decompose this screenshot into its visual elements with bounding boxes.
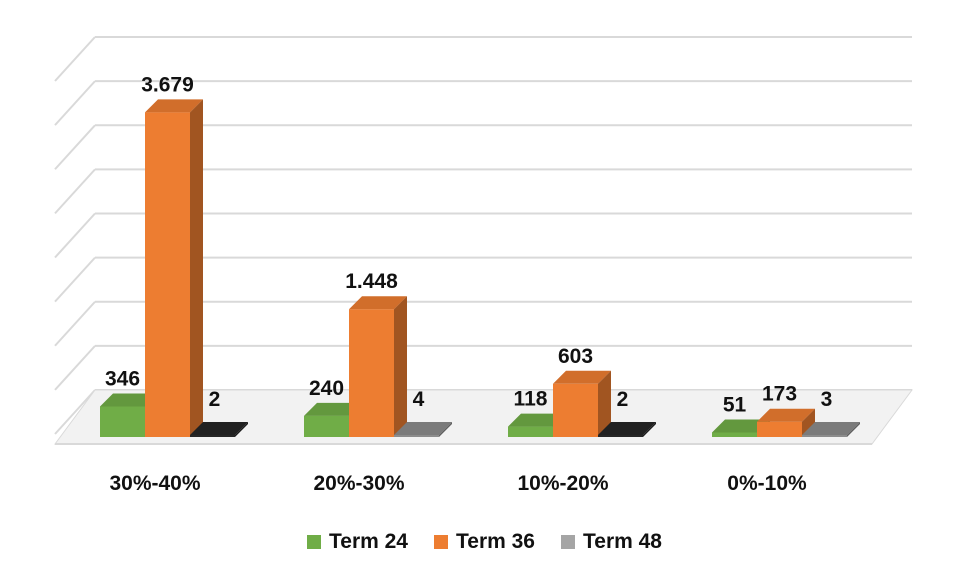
legend-item-term-24: Term 24 (307, 530, 408, 554)
data-label: 1.448 (345, 270, 398, 293)
category-label: 20%-30% (313, 472, 404, 495)
legend-label-term-36: Term 36 (456, 530, 535, 553)
gridline-side (54, 345, 96, 391)
category-label: 30%-40% (109, 472, 200, 495)
gridline-side (54, 256, 96, 303)
chart-floor (54, 389, 913, 445)
data-label: 240 (309, 377, 344, 400)
data-label: 3 (821, 388, 833, 411)
bar-term-48-3 (802, 422, 860, 437)
legend-swatch-term-36 (434, 535, 448, 549)
gridline-side (54, 301, 96, 347)
bar-term-48-2 (598, 422, 656, 437)
gridline-side (54, 168, 96, 215)
data-label: 2 (209, 388, 221, 411)
legend-label-term-24: Term 24 (329, 530, 408, 553)
bar-term-36-2 (553, 370, 611, 437)
data-labels: 346 3.679 2 240 1.448 4 118 603 2 51 173 3 (105, 73, 832, 416)
gridline-side (54, 80, 96, 126)
gridline-side (54, 212, 96, 259)
bar-term-48-1 (394, 422, 452, 437)
data-label: 346 (105, 367, 140, 390)
category-label: 10%-20% (517, 472, 608, 495)
gridline-side (54, 389, 96, 435)
data-label: 51 (723, 393, 747, 416)
bar-term-36-0 (145, 99, 203, 437)
legend: Term 24 Term 36 Term 48 (0, 530, 969, 554)
gridlines (54, 36, 912, 435)
data-label: 118 (514, 388, 548, 411)
gridline-side (54, 36, 96, 82)
bar-term-48-0 (190, 422, 248, 437)
legend-swatch-term-48 (561, 535, 575, 549)
bars (100, 99, 860, 437)
data-label: 603 (558, 345, 593, 368)
data-label: 3.679 (141, 73, 194, 96)
bar-term-36-1 (349, 296, 407, 437)
legend-item-term-36: Term 36 (434, 530, 535, 554)
bar-term-36-3 (757, 408, 815, 437)
legend-swatch-term-24 (307, 535, 321, 549)
category-label: 0%-10% (727, 472, 807, 495)
legend-label-term-48: Term 48 (583, 530, 662, 553)
data-label: 2 (617, 388, 629, 411)
legend-item-term-48: Term 48 (561, 530, 662, 554)
data-label: 173 (762, 383, 797, 406)
data-label: 4 (413, 388, 425, 411)
gridline-side (54, 124, 96, 170)
category-axis: 30%-40% 20%-30% 10%-20% 0%-10% (109, 472, 807, 495)
